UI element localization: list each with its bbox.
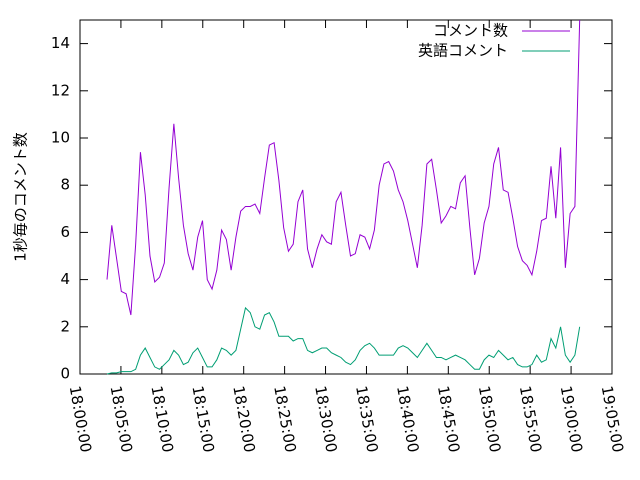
series-line xyxy=(106,19,581,316)
y-tick-label: 14 xyxy=(51,34,70,52)
legend-label: コメント数 xyxy=(433,22,508,40)
x-tick-label: 18:20:00 xyxy=(229,384,258,453)
y-tick-label: 12 xyxy=(51,81,70,99)
x-tick-label: 18:55:00 xyxy=(516,384,545,453)
plot-area xyxy=(106,19,581,375)
x-tick-label: 18:10:00 xyxy=(147,384,176,453)
y-tick-label: 10 xyxy=(51,129,70,147)
y-tick-label: 8 xyxy=(60,176,70,194)
x-tick-label: 19:00:00 xyxy=(557,384,586,453)
x-tick-label: 19:05:00 xyxy=(598,384,627,453)
x-tick-label: 18:45:00 xyxy=(434,384,463,453)
y-tick-label: 0 xyxy=(60,365,70,383)
x-tick-label: 18:00:00 xyxy=(66,384,95,453)
y-tick-label: 4 xyxy=(60,270,70,288)
y-axis-label: 1秒毎のコメント数 xyxy=(12,132,30,262)
x-tick-label: 18:05:00 xyxy=(107,384,136,453)
y-tick-label: 6 xyxy=(60,223,70,241)
x-tick-label: 18:50:00 xyxy=(475,384,504,453)
series-line xyxy=(106,306,581,375)
x-tick-label: 18:15:00 xyxy=(188,384,217,453)
x-tick-label: 18:35:00 xyxy=(352,384,381,453)
x-tick-label: 18:40:00 xyxy=(393,384,422,453)
x-tick-label: 18:30:00 xyxy=(311,384,340,453)
legend-label: 英語コメント xyxy=(418,42,508,60)
y-tick-label: 2 xyxy=(60,317,70,335)
x-tick-label: 18:25:00 xyxy=(270,384,299,453)
plot-frame xyxy=(79,19,613,375)
